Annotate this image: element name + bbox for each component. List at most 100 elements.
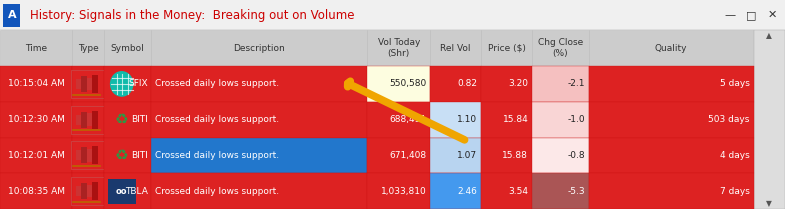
FancyBboxPatch shape	[93, 147, 98, 164]
FancyBboxPatch shape	[86, 185, 93, 197]
FancyBboxPatch shape	[0, 66, 72, 102]
FancyBboxPatch shape	[430, 173, 481, 209]
Text: 1.10: 1.10	[457, 115, 477, 124]
FancyBboxPatch shape	[86, 149, 93, 162]
FancyBboxPatch shape	[589, 66, 754, 102]
FancyBboxPatch shape	[0, 102, 72, 138]
FancyBboxPatch shape	[367, 30, 430, 66]
Text: Rel Vol: Rel Vol	[440, 44, 471, 53]
FancyBboxPatch shape	[151, 173, 367, 209]
Text: Time: Time	[25, 44, 47, 53]
Text: ♻: ♻	[115, 112, 129, 127]
FancyBboxPatch shape	[104, 30, 151, 66]
Text: Price ($): Price ($)	[487, 44, 526, 53]
FancyBboxPatch shape	[589, 30, 754, 66]
Text: Quality: Quality	[655, 44, 688, 53]
Text: -5.3: -5.3	[568, 187, 585, 196]
Text: 10:12:30 AM: 10:12:30 AM	[8, 115, 64, 124]
FancyBboxPatch shape	[0, 138, 72, 173]
FancyBboxPatch shape	[481, 173, 532, 209]
FancyBboxPatch shape	[72, 66, 104, 102]
FancyBboxPatch shape	[104, 173, 151, 209]
FancyBboxPatch shape	[75, 115, 82, 125]
Text: □: □	[746, 10, 757, 20]
Text: 5 days: 5 days	[720, 79, 750, 88]
Text: ▲: ▲	[766, 31, 772, 40]
FancyBboxPatch shape	[104, 66, 151, 102]
FancyBboxPatch shape	[532, 30, 589, 66]
FancyBboxPatch shape	[72, 173, 104, 209]
FancyBboxPatch shape	[86, 78, 93, 90]
FancyBboxPatch shape	[93, 111, 98, 129]
Text: 10:08:35 AM: 10:08:35 AM	[8, 187, 64, 196]
Text: TBLA: TBLA	[125, 187, 148, 196]
Text: oo: oo	[116, 187, 127, 196]
Text: Crossed daily lows support.: Crossed daily lows support.	[155, 151, 279, 160]
FancyBboxPatch shape	[82, 76, 86, 92]
FancyBboxPatch shape	[104, 138, 151, 173]
Text: -0.8: -0.8	[568, 151, 585, 160]
FancyBboxPatch shape	[86, 113, 93, 126]
FancyBboxPatch shape	[532, 66, 589, 102]
FancyBboxPatch shape	[82, 183, 86, 199]
Text: ▼: ▼	[766, 199, 772, 208]
FancyBboxPatch shape	[151, 138, 367, 173]
Ellipse shape	[110, 71, 133, 97]
Text: 15.88: 15.88	[502, 151, 528, 160]
FancyBboxPatch shape	[0, 173, 72, 209]
FancyBboxPatch shape	[72, 30, 104, 66]
Text: Description: Description	[233, 44, 285, 53]
FancyBboxPatch shape	[532, 173, 589, 209]
FancyBboxPatch shape	[481, 138, 532, 173]
Text: 550,580: 550,580	[389, 79, 426, 88]
FancyBboxPatch shape	[532, 102, 589, 138]
FancyBboxPatch shape	[430, 102, 481, 138]
FancyBboxPatch shape	[104, 102, 151, 138]
FancyBboxPatch shape	[481, 102, 532, 138]
Text: 15.84: 15.84	[502, 115, 528, 124]
Text: 0.82: 0.82	[458, 79, 477, 88]
FancyBboxPatch shape	[430, 66, 481, 102]
FancyBboxPatch shape	[82, 112, 86, 128]
FancyBboxPatch shape	[589, 173, 754, 209]
Text: 503 days: 503 days	[708, 115, 750, 124]
Text: BITI: BITI	[131, 151, 148, 160]
Text: 1,033,810: 1,033,810	[381, 187, 426, 196]
Text: 3.20: 3.20	[509, 79, 528, 88]
Text: -2.1: -2.1	[568, 79, 585, 88]
FancyBboxPatch shape	[532, 138, 589, 173]
FancyBboxPatch shape	[367, 173, 430, 209]
FancyBboxPatch shape	[367, 66, 430, 102]
Text: BITI: BITI	[131, 115, 148, 124]
Text: History: Signals in the Money:  Breaking out on Volume: History: Signals in the Money: Breaking …	[30, 9, 354, 22]
Text: 10:12:01 AM: 10:12:01 AM	[8, 151, 64, 160]
Text: ✕: ✕	[768, 10, 777, 20]
Text: —: —	[725, 10, 736, 20]
FancyBboxPatch shape	[481, 30, 532, 66]
FancyBboxPatch shape	[93, 75, 98, 93]
FancyBboxPatch shape	[151, 30, 367, 66]
FancyBboxPatch shape	[0, 30, 72, 66]
Text: 7 days: 7 days	[720, 187, 750, 196]
FancyBboxPatch shape	[367, 102, 430, 138]
FancyBboxPatch shape	[589, 102, 754, 138]
Text: 3.54: 3.54	[509, 187, 528, 196]
Text: Symbol: Symbol	[111, 44, 144, 53]
Text: Chg Close
(%): Chg Close (%)	[538, 38, 583, 58]
FancyBboxPatch shape	[75, 150, 82, 160]
FancyBboxPatch shape	[108, 179, 136, 204]
Text: 671,408: 671,408	[389, 151, 426, 160]
Text: -1.0: -1.0	[568, 115, 585, 124]
Text: SFIX: SFIX	[128, 79, 148, 88]
FancyBboxPatch shape	[72, 102, 104, 138]
Text: Crossed daily lows support.: Crossed daily lows support.	[155, 115, 279, 124]
FancyBboxPatch shape	[754, 30, 785, 209]
Text: 4 days: 4 days	[720, 151, 750, 160]
Text: 688,491: 688,491	[389, 115, 426, 124]
FancyBboxPatch shape	[367, 138, 430, 173]
FancyBboxPatch shape	[151, 102, 367, 138]
FancyBboxPatch shape	[481, 66, 532, 102]
Text: Vol Today
(Shr): Vol Today (Shr)	[378, 38, 420, 58]
Text: 2.46: 2.46	[458, 187, 477, 196]
FancyBboxPatch shape	[72, 138, 104, 173]
